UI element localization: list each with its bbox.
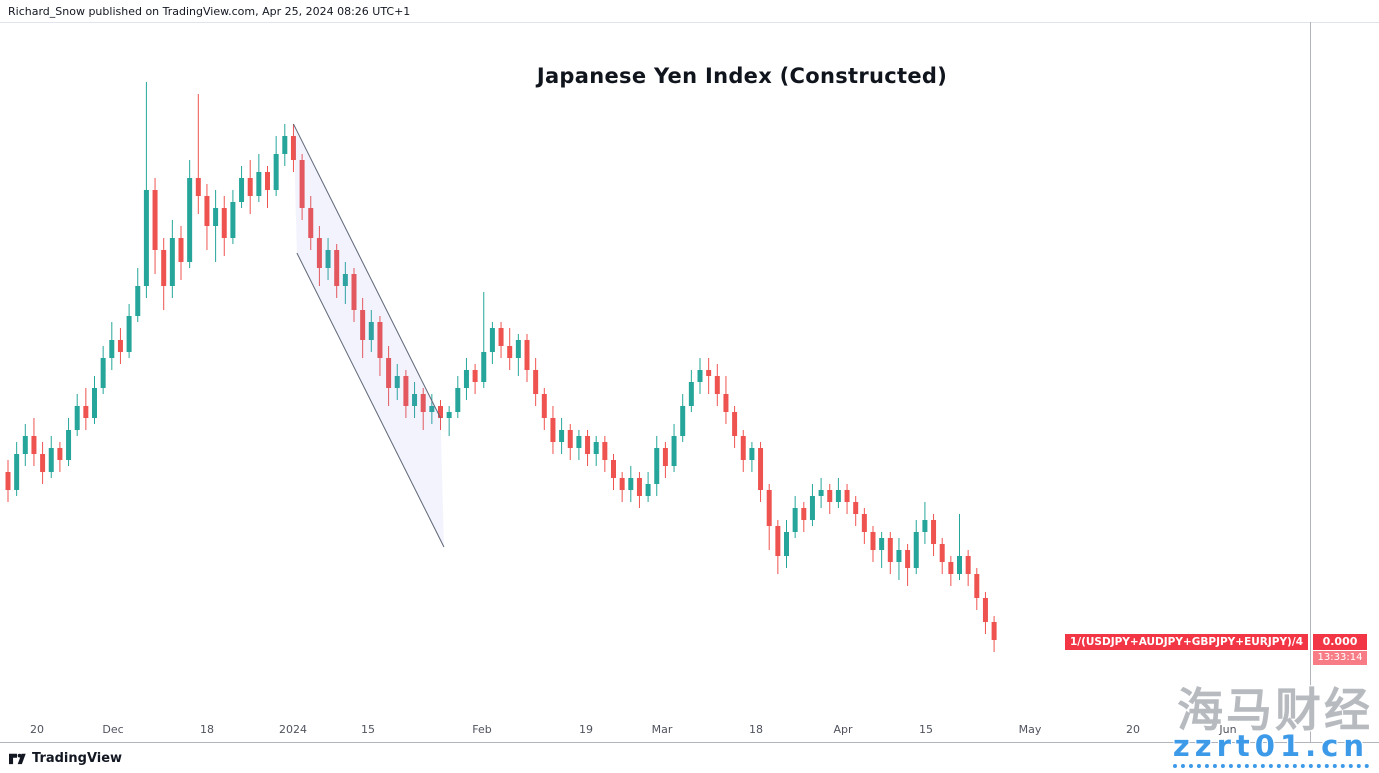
chart-title: Japanese Yen Index (Constructed) [536,64,948,88]
watermark-link[interactable]: zzrt01.cn [1172,729,1369,768]
attribution-text: Richard_Snow published on TradingView.co… [8,5,411,18]
time-axis-label: 18 [200,723,214,736]
footer-bar: TradingView [0,743,1379,773]
time-axis-label: 19 [579,723,593,736]
symbol-label-badge: 1/(USDJPY+AUDJPY+GBPJPY+EURJPY)/4 [1064,634,1308,650]
time-axis-label: 20 [30,723,44,736]
time-axis-label: Dec [102,723,124,736]
top-divider [0,22,1379,23]
countdown-badge: 13:33:14 [1313,651,1367,665]
last-price-badge: 0.000 [1313,634,1367,650]
time-axis-label: Apr [833,723,853,736]
time-axis-label: Jun [1219,723,1237,736]
price-axis-divider [1310,22,1311,742]
bottom-divider [0,742,1379,743]
tradingview-brand-link[interactable]: TradingView [9,750,122,767]
time-axis: 20 Dec 18 2024 15 Feb 19 Mar 18 Apr 15 May 20 Jun [0,718,1379,742]
time-axis-label: Mar [651,723,673,736]
time-axis-label: 20 [1126,723,1140,736]
time-axis-label: Feb [472,723,492,736]
tradingview-brand-label: TradingView [32,750,123,766]
tradingview-logo-icon [9,753,26,764]
watermark-text: 海马财经 [1177,683,1373,737]
time-axis-label: 15 [361,723,375,736]
time-axis-label: May [1018,723,1042,736]
time-axis-label: 2024 [279,723,307,736]
time-axis-label: 15 [919,723,933,736]
time-axis-label: 18 [749,723,763,736]
